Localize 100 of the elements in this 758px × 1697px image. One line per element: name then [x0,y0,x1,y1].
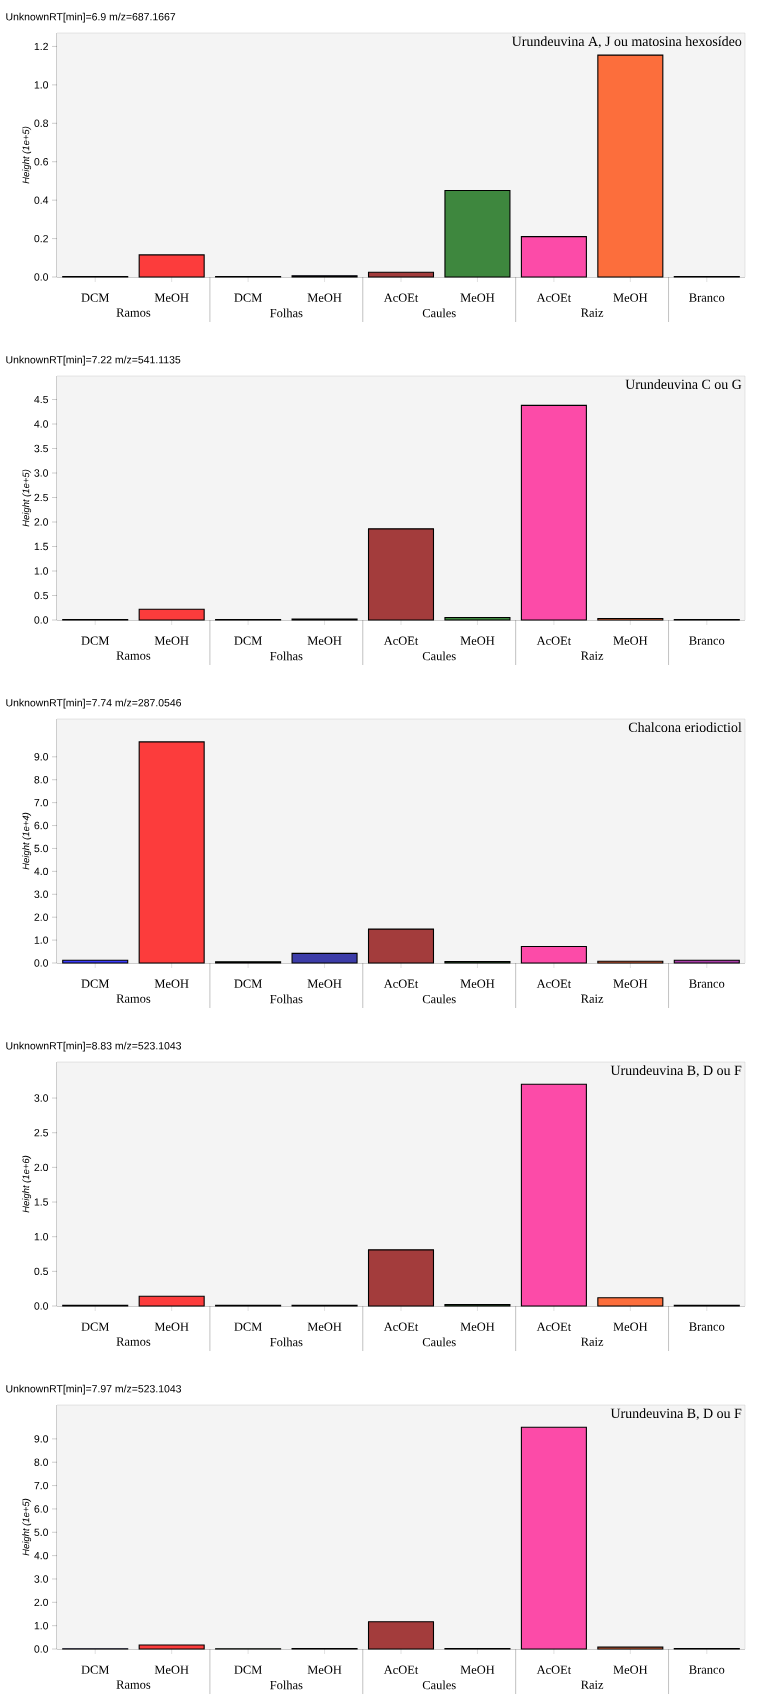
text: Caules [422,1337,456,1347]
text: Caules [422,1680,456,1690]
x-tick-label: AcOEt [383,636,419,645]
x-tick-label: MeOH [154,636,189,645]
x-tick-label: MeOH [460,1322,495,1331]
x-tick-label: MeOH [307,293,342,302]
x-tick-label: DCM [234,293,262,302]
x-tick-label: MeOH [613,1322,648,1331]
y-tick-label: 0.0 [34,616,49,624]
x-tick-label: DCM [81,979,110,988]
text: Caules [422,651,456,661]
x-tick-label: MeOH [154,293,189,302]
x-tick-label: AcOEt [536,636,572,645]
x-tick-label: Branco [689,636,725,645]
y-tick-label: 3.0 [34,1575,49,1583]
text: Ramos [116,1680,151,1689]
annotation: Urundeuvina C ou G [625,379,742,390]
y-tick-label: 1.2 [34,42,48,51]
x-tick-label: AcOEt [383,1665,419,1674]
y-axis-title: Height (1e+5) [22,126,32,184]
y-tick-label: 8.0 [34,1458,49,1466]
chart-title: UnknownRT[min]=7.74 m/z=287.0546 [6,698,182,709]
x-tick-label: DCM [81,636,110,645]
text: Folhas [270,1337,303,1347]
chart-title: UnknownRT[min]=8.83 m/z=523.1043 [6,1041,182,1052]
y-axis-title: Height (1e+4) [22,812,32,870]
y-tick-label: 3.0 [34,469,49,477]
text: Raiz [581,1680,604,1689]
y-tick-label: 4.5 [34,395,49,404]
y-tick-label: 0.8 [34,119,49,128]
text: Caules [422,308,456,318]
y-axis-title: Height (1e+5) [22,1498,32,1556]
y-tick-label: 0.0 [34,273,49,281]
y-tick-label: 7.0 [34,798,49,807]
x-tick-label: AcOEt [383,1322,419,1331]
x-tick-label: MeOH [613,1665,648,1674]
y-tick-label: 2.5 [34,1129,49,1137]
x-tick-label: AcOEt [536,1322,572,1331]
x-tick-label: DCM [234,636,262,645]
x-tick-label: AcOEt [536,293,572,302]
y-tick-label: 5.0 [34,844,49,853]
x-tick-label: AcOEt [536,979,572,988]
x-tick-label: MeOH [460,293,495,302]
y-tick-label: 2.0 [34,913,49,921]
y-tick-label: 4.0 [34,420,49,428]
text: Caules [422,994,456,1004]
text: Raiz [581,308,604,317]
x-tick-label: MeOH [613,979,648,988]
text: Folhas [270,1680,303,1690]
chart-title: UnknownRT[min]=7.22 m/z=541.1135 [6,355,181,366]
x-tick-label: DCM [234,1665,262,1674]
text: Folhas [270,651,303,661]
y-axis-title: Height (1e+5) [22,469,32,527]
y-tick-label: 1.0 [34,1233,49,1241]
x-tick-label: MeOH [154,1322,189,1331]
x-tick-label: Branco [689,1665,725,1674]
y-tick-label: 8.0 [34,776,49,784]
y-tick-label: 1.0 [34,567,49,575]
y-tick-label: 0.6 [34,158,49,166]
y-tick-label: 3.0 [34,1094,49,1102]
y-tick-label: 4.0 [34,867,49,876]
y-tick-label: 1.0 [34,1621,49,1630]
y-tick-label: 3.5 [34,444,49,453]
x-tick-label: DCM [234,979,262,988]
x-tick-label: MeOH [307,1322,342,1331]
x-tick-label: MeOH [307,636,342,645]
text: Raiz [581,994,604,1003]
x-tick-label: AcOEt [383,293,419,302]
y-tick-label: 1.5 [34,1198,49,1206]
y-tick-label: 1.5 [34,542,49,551]
x-tick-label: DCM [81,1665,110,1674]
y-axis-title: Height (1e+6) [22,1155,32,1213]
y-tick-label: 3.0 [34,890,49,898]
text: Folhas [270,308,303,318]
y-tick-label: 0.2 [34,234,48,243]
x-tick-label: Branco [689,979,725,988]
x-tick-label: DCM [81,293,110,302]
text: Ramos [116,651,151,660]
y-tick-label: 9.0 [34,1435,49,1443]
y-tick-label: 2.5 [34,493,49,502]
y-tick-label: 0.4 [34,196,49,204]
y-tick-label: 0.5 [34,1267,49,1276]
x-tick-label: MeOH [460,979,495,988]
y-tick-label: 0.5 [34,591,49,600]
x-tick-label: AcOEt [383,979,419,988]
x-tick-label: DCM [234,1322,262,1331]
x-tick-label: Branco [689,1322,725,1331]
annotation: Urundeuvina B, D ou F [610,1065,742,1078]
y-tick-label: 1.0 [34,936,49,944]
y-tick-label: 0.0 [34,1645,49,1653]
y-tick-label: 2.0 [34,1598,49,1607]
x-tick-label: Branco [689,293,725,302]
y-tick-label: 0.0 [34,959,49,967]
x-tick-label: MeOH [460,1665,495,1674]
x-tick-label: MeOH [460,636,495,645]
chart-title: UnknownRT[min]=7.97 m/z=523.1043 [6,1384,182,1395]
text: Ramos [116,994,151,1003]
y-tick-label: 9.0 [34,753,49,761]
y-tick-label: 5.0 [34,1528,49,1536]
x-tick-label: MeOH [154,1665,189,1674]
